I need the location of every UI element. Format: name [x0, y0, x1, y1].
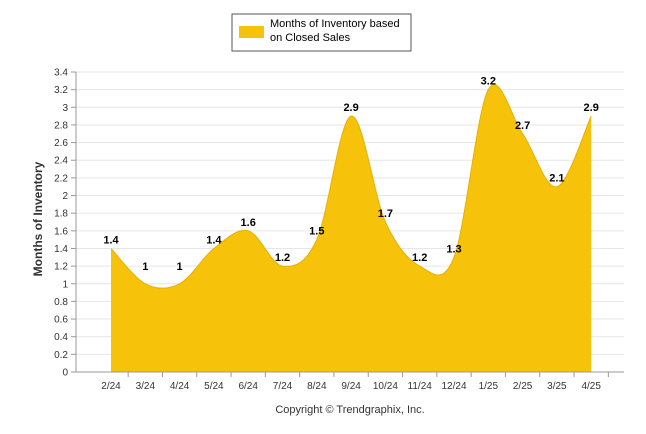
x-tick-label: 2/25	[513, 381, 533, 392]
y-ticks: 0 0.2 0.4 0.6 0.8 1 1.2 1.4 1.6 1.8 2 2.2 2.4 2.6 2.8 3…	[54, 68, 76, 379]
x-tick-label: 5/24	[204, 381, 224, 392]
y-tick-label: 1.8	[54, 209, 68, 220]
x-tick-label: 12/24	[441, 381, 466, 392]
data-label: 2.7	[515, 120, 530, 132]
x-tick-label: 7/24	[273, 381, 293, 392]
axes	[75, 72, 624, 373]
data-label: 1.4	[103, 234, 119, 246]
x-tick-label: 8/24	[307, 381, 327, 392]
y-tick-label: 0.2	[54, 350, 68, 361]
y-tick-label: 2	[62, 191, 68, 202]
y-tick-label: 0.4	[54, 332, 68, 343]
legend-label-line-1: Months of Inventory based	[270, 18, 400, 30]
data-label: 2.9	[343, 102, 358, 114]
y-tick-label: 2.4	[54, 156, 68, 167]
x-tick-label: 2/24	[101, 381, 121, 392]
x-tick-label: 4/25	[581, 381, 601, 392]
data-label: 1.4	[206, 234, 222, 246]
legend-label-line-2: on Closed Sales	[270, 32, 351, 44]
data-label: 1	[177, 261, 183, 273]
x-tick-label: 3/25	[547, 381, 567, 392]
data-label: 1.2	[412, 252, 427, 264]
legend-swatch	[239, 26, 264, 38]
y-tick-label: 1.6	[54, 226, 68, 237]
y-tick-label: 1.2	[54, 262, 68, 273]
data-label: 2.1	[549, 173, 564, 185]
series-line	[110, 84, 592, 289]
data-labels: 1.4 1 1 1.4 1.6 1.2 1.5 2.9 1.7 1.2 1.3 3.2 2.7 2.1 2.…	[103, 76, 598, 273]
y-tick-label: 3	[62, 103, 68, 114]
y-tick-label: 2.8	[54, 120, 68, 131]
data-label: 3.2	[481, 76, 496, 88]
data-label: 2.9	[584, 102, 599, 114]
x-ticks: 2/24 3/24 4/24 5/24 6/24 7/24 8/24 9/24 10/24 11/…	[101, 372, 609, 392]
x-tick-label: 10/24	[373, 381, 398, 392]
series-area	[111, 84, 592, 373]
data-label: 1.2	[275, 252, 290, 264]
y-tick-label: 0.8	[54, 297, 68, 308]
y-tick-label: 2.6	[54, 138, 68, 149]
y-tick-label: 0.6	[54, 315, 68, 326]
legend: Months of Inventory based on Closed Sale…	[231, 13, 412, 52]
y-tick-label: 1	[62, 279, 68, 290]
y-tick-label: 2.2	[54, 173, 68, 184]
x-tick-label: 4/24	[170, 381, 190, 392]
y-tick-label: 3.4	[54, 68, 68, 79]
data-label: 1.7	[378, 208, 393, 220]
y-axis-title: Months of Inventory	[31, 161, 45, 276]
y-tick-label: 3.2	[54, 85, 68, 96]
y-tick-label: 0	[62, 368, 68, 379]
copyright: Copyright © Trendgraphix, Inc.	[275, 404, 424, 416]
data-label: 1.6	[241, 217, 256, 229]
data-label: 1.5	[309, 226, 324, 238]
data-label: 1.3	[446, 243, 461, 255]
x-tick-label: 3/24	[136, 381, 156, 392]
x-tick-label: 9/24	[341, 381, 361, 392]
y-tick-label: 1.4	[54, 244, 68, 255]
x-tick-label: 1/25	[479, 381, 499, 392]
data-label: 1	[142, 261, 148, 273]
area-layer	[110, 84, 592, 373]
x-tick-label: 11/24	[408, 381, 433, 392]
x-tick-label: 6/24	[238, 381, 258, 392]
